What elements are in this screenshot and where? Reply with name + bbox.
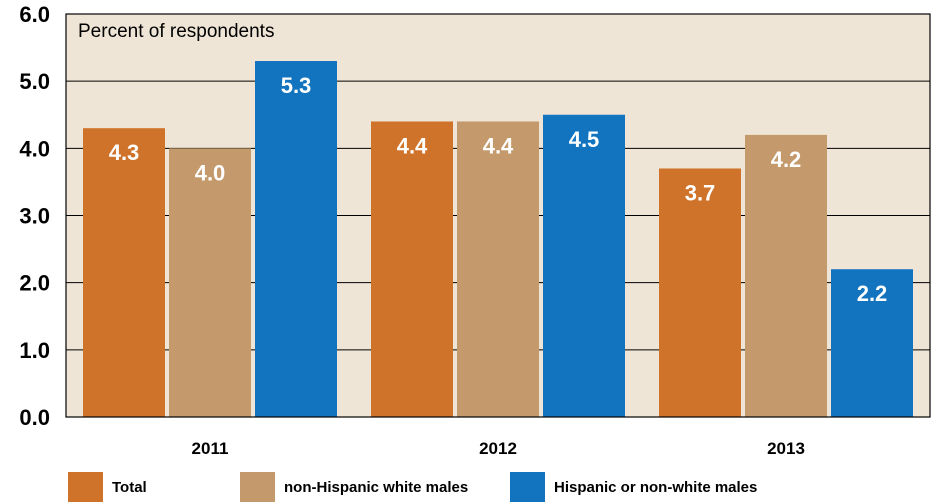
- legend-swatch: [240, 472, 275, 502]
- bar-value-label: 3.7: [685, 180, 716, 205]
- y-tick-label: 2.0: [19, 271, 50, 296]
- bar-value-label: 4.4: [397, 133, 428, 158]
- bar-value-label: 2.2: [857, 281, 888, 306]
- legend-label: Total: [112, 479, 147, 496]
- x-category-label: 2013: [767, 439, 805, 458]
- legend-swatch: [510, 472, 545, 502]
- bar: [457, 121, 539, 417]
- x-axis-categories: 2011 2012 2013: [192, 439, 805, 458]
- bar: [255, 61, 337, 417]
- y-tick-label: 0.0: [19, 405, 50, 430]
- legend: Total non-Hispanic white males Hispanic or…: [68, 472, 757, 502]
- bar: [169, 148, 251, 417]
- legend-swatch: [68, 472, 103, 502]
- y-axis-ticks: 0.0 1.0 2.0 3.0 4.0 5.0 6.0: [19, 2, 50, 430]
- bar-value-label: 4.5: [569, 127, 600, 152]
- legend-label: non-Hispanic white males: [284, 479, 468, 496]
- bar: [745, 135, 827, 417]
- bar-value-label: 5.3: [281, 73, 312, 98]
- y-tick-label: 5.0: [19, 69, 50, 94]
- bar: [371, 121, 453, 417]
- y-tick-label: 3.0: [19, 204, 50, 229]
- bar: [543, 115, 625, 417]
- legend-label: Hispanic or non-white males: [554, 479, 757, 496]
- bar: [659, 168, 741, 417]
- bar-value-label: 4.2: [771, 147, 802, 172]
- unit-label: Percent of respondents: [78, 21, 274, 42]
- y-tick-label: 4.0: [19, 136, 50, 161]
- x-category-label: 2011: [192, 439, 229, 458]
- bar: [83, 128, 165, 417]
- bar-value-label: 4.4: [483, 133, 514, 158]
- y-tick-label: 1.0: [19, 338, 50, 363]
- y-tick-label: 6.0: [19, 2, 50, 27]
- bar-value-label: 4.0: [195, 160, 226, 185]
- x-category-label: 2012: [479, 439, 517, 458]
- bar-value-label: 4.3: [109, 140, 140, 165]
